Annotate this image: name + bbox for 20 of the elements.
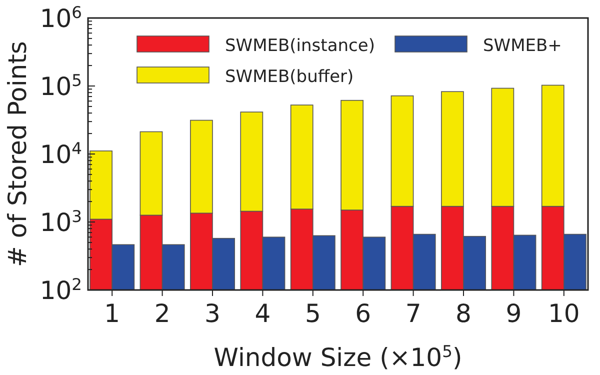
x-tick-label: 1 [104,299,120,328]
x-tick-label: 3 [204,299,220,328]
x-tick-label: 7 [405,299,422,328]
x-tick-label: 5 [304,299,321,328]
legend-label: SWMEB(instance) [225,36,375,56]
legend-label: SWMEB(buffer) [225,67,354,87]
y-tick-label: 10$^{4}$ [40,138,82,169]
y-tick-label: 10$^{2}$ [40,274,82,305]
x-tick-label: 8 [456,299,472,328]
x-tick-label: 10 [548,299,580,328]
x-tick-label: 2 [154,299,170,328]
legend-label: SWMEB+ [483,36,562,56]
x-tick-label: 9 [506,299,522,328]
y-tick-label: 10$^{3}$ [40,206,82,237]
y-tick-label: 10$^{6}$ [40,2,82,33]
x-axis-title: Window Size (×10$^{5}$) [214,342,462,372]
x-tick-label: 4 [254,299,271,328]
x-tick-label: 6 [355,299,372,328]
y-tick-label: 10$^{5}$ [40,70,82,101]
y-axis-title: # of Stored Points [3,41,32,267]
